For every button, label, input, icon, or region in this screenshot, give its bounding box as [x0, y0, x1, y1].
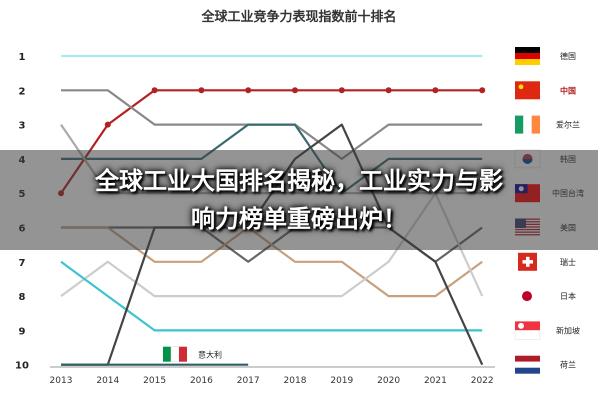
flag-stripe: [179, 346, 187, 362]
legend-label: 新加坡: [556, 325, 580, 335]
legend-label: 中国: [560, 85, 576, 95]
x-tick-label: 2016: [190, 376, 213, 386]
flag-cross: [522, 260, 533, 264]
series-point: [104, 121, 111, 128]
headline-line-1: 全球工业大国排名揭秘，工业实力与影: [95, 167, 503, 195]
chart-title: 全球工业竞争力表现指数前十排名: [201, 10, 397, 25]
flag-stripe: [163, 346, 171, 362]
series-point: [432, 87, 439, 94]
flag-stripe: [515, 115, 524, 134]
flag-star: [518, 84, 524, 90]
series-point: [151, 87, 158, 94]
x-tick-label: 2022: [471, 376, 494, 386]
series-line: [60, 260, 483, 332]
y-tick-label: 10: [15, 361, 29, 372]
flag-moon: [518, 322, 524, 329]
x-tick-label: 2018: [284, 376, 307, 386]
series-point: [338, 87, 345, 94]
y-tick-label: 9: [19, 326, 26, 337]
y-tick-label: 8: [19, 292, 26, 303]
italy-label: 意大利: [198, 350, 222, 360]
flag-stripe: [515, 361, 540, 368]
y-tick-label: 1: [19, 52, 26, 63]
flag-stripe: [170, 346, 180, 362]
x-tick-label: 2013: [50, 376, 73, 386]
series-point: [292, 87, 298, 94]
x-tick-label: 2014: [96, 376, 119, 386]
flag-stripe: [515, 53, 540, 59]
x-tick-label: 2017: [237, 376, 260, 386]
y-tick-label: 3: [19, 121, 26, 132]
y-tick-label: 2: [19, 86, 26, 97]
flag-stripe: [515, 355, 540, 362]
legend-label: 德国: [560, 51, 576, 61]
legend-label: 爱尔兰: [556, 120, 580, 130]
legend-label: 日本: [560, 291, 576, 301]
y-tick-label: 7: [19, 258, 26, 269]
headline-banner: [0, 150, 598, 250]
headline-text: 全球工业大国排名揭秘，工业实力与影 响力榜单重磅出炉！: [0, 162, 598, 238]
series-point: [385, 87, 392, 94]
headline-line-2: 响力榜单重磅出炉！: [191, 205, 407, 233]
flag-stripe: [515, 47, 540, 53]
flag-stripe: [514, 330, 541, 340]
legend-label: 荷兰: [560, 360, 576, 370]
x-tick-label: 2015: [143, 376, 166, 386]
x-tick-label: 2019: [330, 376, 353, 386]
flag-stripe: [515, 59, 540, 65]
x-tick-label: 2021: [424, 376, 447, 386]
flag-circle: [522, 291, 532, 302]
flag-stripe: [515, 321, 540, 331]
series-point: [198, 87, 205, 94]
flag-field: [515, 81, 540, 100]
x-tick-label: 2020: [377, 376, 400, 386]
series-point: [245, 87, 252, 94]
flag-stripe: [531, 115, 540, 134]
legend-label: 瑞士: [560, 257, 576, 267]
series-point: [479, 87, 486, 94]
flag-stripe: [515, 367, 540, 374]
flag-stripe: [523, 115, 532, 134]
